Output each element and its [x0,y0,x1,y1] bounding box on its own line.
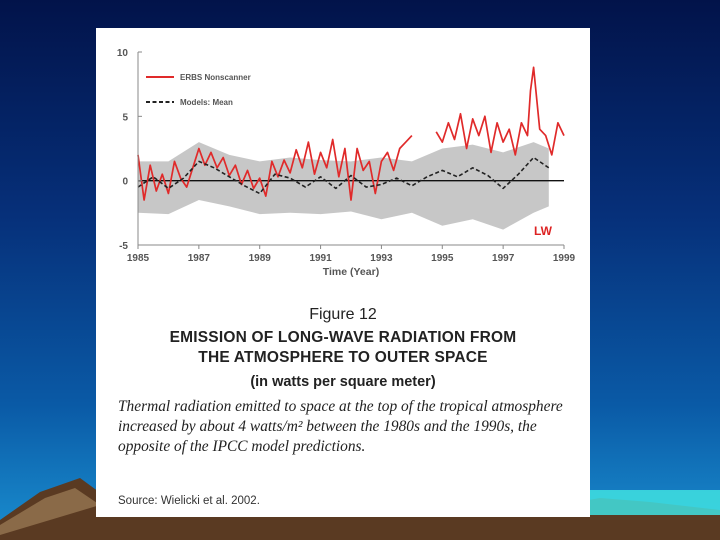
erbs-nonscanner-line-1 [435,66,565,156]
x-tick-label: 1995 [431,253,454,264]
figure-card: 10 5 0 -5 1985 1987 1989 1991 1993 1995 1997 1999 Ti… [96,28,590,517]
figure-units: (in watts per square meter) [250,374,436,390]
x-tick-label: 1993 [370,253,393,264]
x-axis-label: Time (Year) [323,266,379,278]
erbs-nonscanner-line-0 [137,135,413,201]
y-tick-label: 0 [122,177,128,188]
figure-heading-line2: THE ATMOSPHERE TO OUTER SPACE [198,349,488,366]
y-tick-label: -5 [119,241,128,252]
x-tick-label: 1991 [309,253,332,264]
model-mean-line [137,156,550,195]
figure-source: Source: Wielicki et al. 2002. [118,495,260,507]
x-tick-label: 1985 [127,253,150,264]
legend-label-models: Models: Mean [180,98,233,107]
x-tick-label: 1987 [188,253,211,264]
model-spread-band [138,142,549,230]
figure-heading-line1: EMISSION OF LONG-WAVE RADIATION FROM [169,329,517,346]
y-tick-label: 10 [117,48,129,59]
model-spread-layer [138,142,549,230]
y-tick-label: 5 [122,112,128,123]
x-tick-label: 1989 [249,253,272,264]
legend: ERBS Nonscanner Models: Mean [146,73,251,107]
x-tick-label: 1999 [553,253,576,264]
figure-number: Figure 12 [309,306,377,323]
legend-label-erbs: ERBS Nonscanner [180,73,251,82]
figure-description: Thermal radiation emitted to space at th… [118,398,563,455]
x-tick-label: 1997 [492,253,515,264]
lw-annotation: LW [534,224,553,238]
mountain-highlight [0,488,100,535]
series-layer [137,66,565,201]
